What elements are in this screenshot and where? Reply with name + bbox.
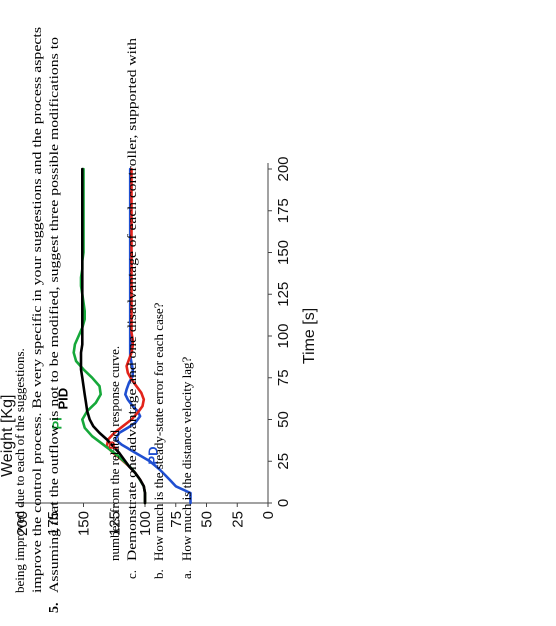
y-axis-label: Weight [Kg] <box>0 395 16 477</box>
series-label-pid: PID <box>56 388 71 410</box>
y-tick-label: 25 <box>229 511 246 528</box>
question-c: c. Demonstrate one advantage and one dis… <box>107 37 139 579</box>
x-tick-label: 75 <box>275 369 292 386</box>
chart-series <box>72 167 192 505</box>
chart-axes: 0 25 50 75 100 125 150 175 200 0 25 50 75 100 125 150 17… <box>14 156 292 536</box>
problem-5-line3: being improved due to each of the sugges… <box>12 348 27 593</box>
problem-5-number: 5. <box>47 603 62 614</box>
question-b: b. How much is the steady-state error fo… <box>151 302 166 579</box>
x-tick-label: 100 <box>275 323 292 348</box>
y-tick-label: 200 <box>14 511 31 536</box>
x-tick-label: 125 <box>275 282 292 307</box>
chart-labels: Weight [Kg] Time [s] PD P PI PID <box>0 308 318 477</box>
x-tick-label: 200 <box>275 156 292 181</box>
y-tick-label: 125 <box>106 511 123 536</box>
question-text: a. How much is the distance velocity lag… <box>12 27 194 613</box>
problem-5-line1: Assuming that the outflow is not to be m… <box>46 37 61 593</box>
x-tick-label: 150 <box>275 240 292 265</box>
question-a-letter: a. <box>179 570 194 579</box>
problem-5-line2: improve the control process. Be very spe… <box>29 27 44 593</box>
x-axis-label: Time [s] <box>301 308 318 364</box>
x-tick-label: 0 <box>275 499 292 507</box>
y-tick-label: 75 <box>168 511 185 528</box>
y-tick-label: 50 <box>199 511 216 528</box>
y-tick-label: 0 <box>260 511 277 519</box>
question-a-text: How much is the distance velocity lag? <box>179 356 194 561</box>
question-b-text: How much is the steady-state error for e… <box>151 302 166 561</box>
series-label-pd: PD <box>145 447 160 465</box>
question-c-line1: Demonstrate one advantage and one disadv… <box>124 37 139 561</box>
series-label-pi: PI <box>49 417 64 429</box>
x-tick-label: 175 <box>275 198 292 223</box>
question-c-line2: numbers from the related response curve. <box>107 346 122 561</box>
y-tick-label: 175 <box>45 511 62 536</box>
series-label-p: P <box>106 441 121 450</box>
question-b-letter: b. <box>151 569 166 579</box>
series-line-pid <box>79 167 147 505</box>
x-tick-label: 50 <box>275 411 292 428</box>
question-a: a. How much is the distance velocity lag… <box>179 356 194 579</box>
y-tick-label: 100 <box>137 511 154 536</box>
problem-5: 5. Assuming that the outflow is not to b… <box>12 27 62 613</box>
response-chart: 0 25 50 75 100 125 150 175 200 0 25 50 75 100 125 150 17… <box>0 156 318 536</box>
y-tick-label: 150 <box>76 511 93 536</box>
question-c-letter: c. <box>124 570 139 579</box>
x-tick-label: 25 <box>275 453 292 470</box>
